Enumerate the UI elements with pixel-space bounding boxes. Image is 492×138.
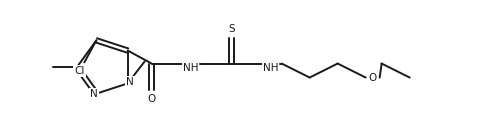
Text: N: N <box>91 89 98 99</box>
Text: NH: NH <box>183 63 198 73</box>
Text: O: O <box>369 73 377 83</box>
Text: S: S <box>228 24 235 34</box>
Text: Cl: Cl <box>74 66 85 76</box>
Text: O: O <box>148 94 156 104</box>
Text: N: N <box>126 77 133 87</box>
Text: NH: NH <box>263 63 278 73</box>
